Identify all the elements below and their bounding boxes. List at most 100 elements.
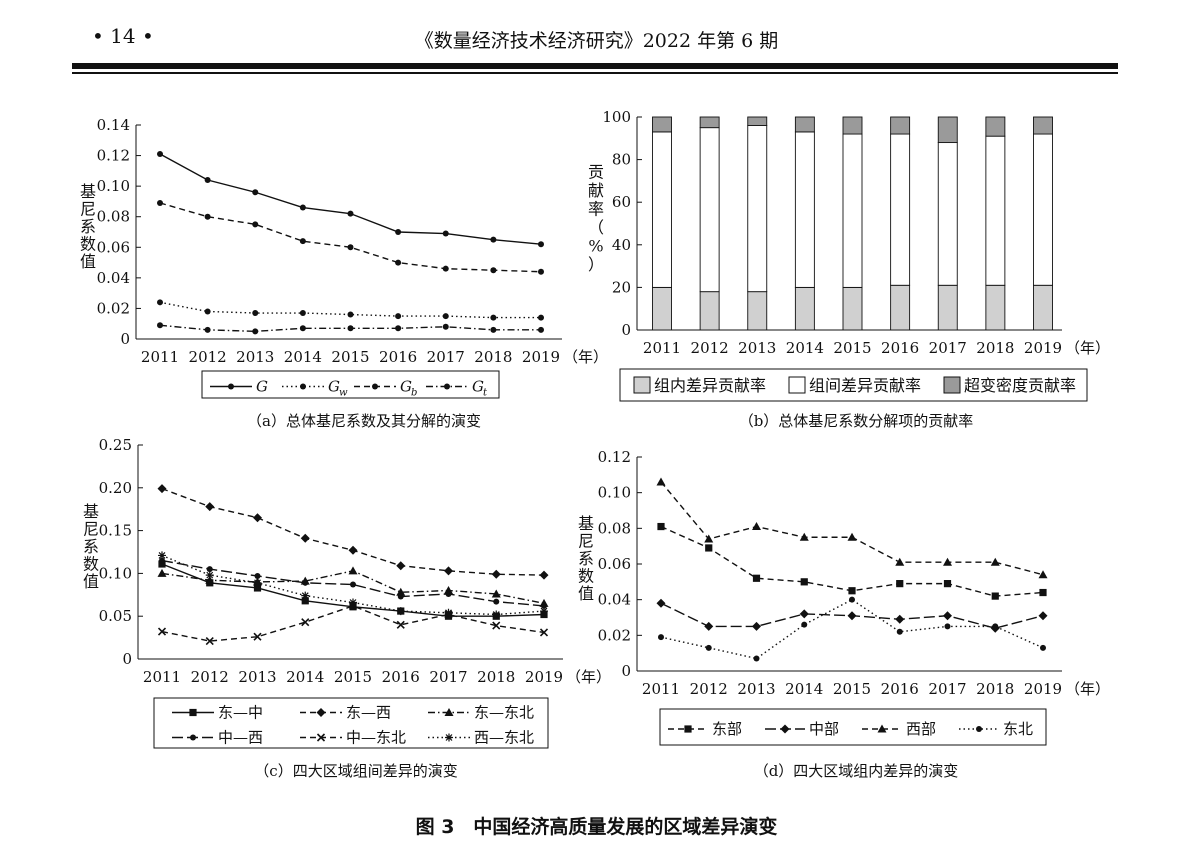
chart-c-data-point — [396, 620, 405, 629]
chart-d-data-point — [896, 580, 904, 588]
chart-b-bar-segment — [890, 133, 911, 286]
chart-c-x-tick-label: 2011 — [143, 668, 181, 686]
chart-d-data-point — [991, 592, 999, 600]
chart-c-x-tick-label: 2017 — [429, 668, 467, 686]
chart-d-x-tick-label: 2011 — [642, 680, 680, 698]
chart-d-data-point — [895, 557, 905, 566]
chart-c-legend-label: 中—东北 — [346, 729, 406, 747]
chart-a-y-tick-label: 0 — [120, 330, 130, 348]
chart-b-bar-segment — [1033, 133, 1053, 286]
chart-c-data-point — [348, 566, 358, 575]
chart-a-y-tick-label: 0.06 — [97, 238, 130, 256]
chart-c-legend-label: 西—东北 — [474, 729, 534, 747]
chart-b-x-tick-label: 2013 — [738, 339, 776, 357]
chart-a-y-label: 基尼系数值 — [80, 182, 96, 271]
chart-b-caption: （b）总体基尼系数分解项的贡献率 — [739, 412, 974, 430]
chart-a-data-point — [347, 311, 354, 318]
chart-a-legend-label: G — [400, 378, 412, 396]
chart-a-data-point — [538, 241, 544, 248]
chart-c-legend-marker — [445, 733, 453, 742]
chart-c-data-point — [158, 560, 166, 568]
chart-c-data-point — [444, 566, 453, 576]
chart-a-x-tick-label: 2019 — [522, 348, 560, 366]
chart-d-data-point — [799, 532, 809, 541]
chart-a-caption: （a）总体基尼系数及其分解的演变 — [247, 412, 481, 430]
chart-a-x-unit: （年） — [563, 348, 608, 366]
chart-a-y-tick-label: 0.10 — [97, 177, 130, 195]
chart-a-data-point — [395, 325, 402, 332]
chart-c-data-point — [541, 602, 547, 609]
chart-d-x-tick-label: 2018 — [976, 680, 1014, 698]
chart-a-y-tick-label: 0.02 — [97, 299, 130, 317]
chart-d-data-point — [849, 596, 855, 603]
chart-d-legend-marker — [877, 724, 887, 733]
chart-b-bar-segment — [794, 131, 815, 288]
chart-c-x-tick-label: 2012 — [191, 668, 229, 686]
chart-c-data-point — [253, 578, 262, 587]
chart-c-caption: （c）四大区域组间差异的演变 — [254, 762, 457, 780]
chart-c-data-point — [444, 608, 453, 617]
chart-d-y-label: 基尼系数值 — [578, 514, 594, 603]
chart-c-x-tick-label: 2018 — [477, 668, 515, 686]
chart-a-data-point — [442, 265, 449, 272]
chart-d-legend — [659, 708, 1047, 746]
chart-c-legend — [153, 697, 549, 749]
chart-b-bar-segment — [699, 116, 720, 129]
chart-d-data-point — [752, 574, 761, 582]
chart-a-data-point — [395, 229, 402, 235]
chart-b-x-tick-label: 2015 — [833, 339, 871, 357]
chart-d-data-point — [847, 532, 857, 541]
chart-d-legend-marker — [684, 725, 692, 733]
chart-d-legend-label: 西部 — [906, 720, 936, 738]
page-header: • 14 • 《数量经济技术经济研究》2022 年第 6 期 — [0, 0, 1193, 80]
chart-c-series-line — [161, 488, 545, 576]
chart-d-data-point — [753, 655, 760, 662]
chart-d-data-point — [705, 544, 713, 552]
chart-b-x-unit: （年） — [1065, 339, 1110, 357]
chart-d-y-tick-label: 0.12 — [598, 448, 631, 466]
chart-d-data-point — [657, 522, 665, 531]
chart-c-series-line — [161, 554, 545, 616]
chart-a-data-point — [490, 326, 497, 333]
chart-c-data-point — [157, 627, 167, 636]
chart-c-data-point — [493, 598, 500, 605]
chart-a-x-tick-label: 2011 — [141, 348, 179, 366]
chart-a-data-point — [157, 322, 163, 329]
chart-c-data-point — [539, 628, 549, 637]
chart-d-y-tick-label: 0.10 — [598, 484, 631, 502]
chart-d-data-point — [943, 580, 952, 588]
figure-title: 图 3 中国经济高质量发展的区域差异演变 — [415, 816, 778, 838]
chart-b-bar-segment — [985, 284, 1006, 331]
chart-c-data-point — [157, 568, 167, 577]
chart-c-data-point — [301, 591, 310, 600]
chart-d-legend-marker — [780, 724, 790, 734]
chart-c-x-tick-label: 2013 — [238, 668, 276, 686]
chart-b-bar-segment — [842, 116, 863, 135]
chart-b-bar-segment — [937, 142, 958, 286]
chart-b-bar-segment — [1033, 116, 1053, 135]
chart-c-x-tick-label: 2014 — [286, 668, 324, 686]
chart-d-y-tick-label: 0.08 — [598, 519, 631, 537]
chart-a-data-point — [347, 325, 354, 332]
chart-a-data-point — [538, 268, 544, 275]
chart-c-legend-marker — [189, 708, 197, 717]
chart-b-y-tick-label: 80 — [612, 151, 631, 169]
chart-d-data-point — [656, 477, 666, 486]
chart-b-legend-label: 组内差异贡献率 — [654, 376, 766, 395]
chart-a-legend-marker — [444, 383, 450, 390]
chart-b-bar-segment — [652, 131, 672, 288]
chart-b-legend — [619, 368, 1088, 402]
chart-c-data-point — [348, 545, 358, 555]
chart-b-bar-segment — [699, 127, 720, 293]
chart-c-data-point — [205, 502, 215, 512]
chart-b-bar-segment — [890, 284, 911, 331]
chart-d-data-point — [752, 621, 761, 631]
chart-d-data-point — [895, 614, 905, 624]
chart-a-data-point — [157, 299, 163, 306]
chart-d-x-tick-label: 2019 — [1024, 680, 1062, 698]
chart-b-legend-label: 超变密度贡献率 — [964, 376, 1076, 395]
chart-a-legend-label: G — [472, 378, 484, 396]
chart-b-bar-segment — [747, 125, 768, 293]
chart-d-y-tick-label: 0.04 — [598, 591, 631, 609]
